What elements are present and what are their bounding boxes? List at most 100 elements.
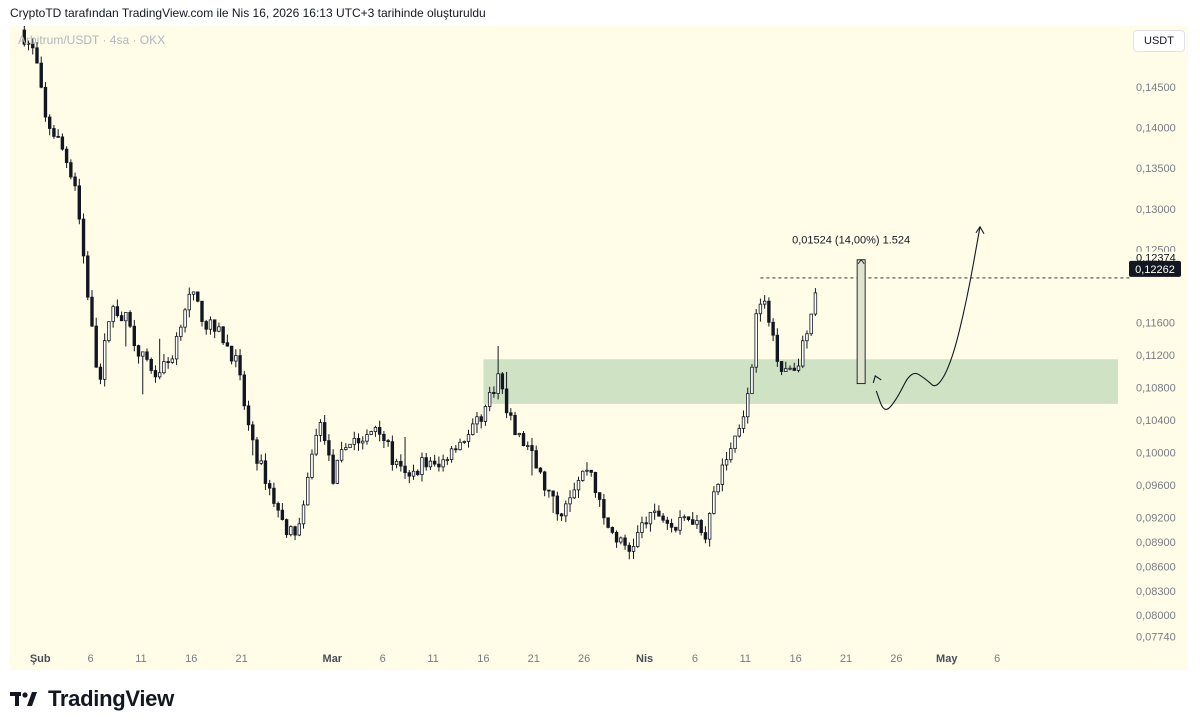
candle — [754, 309, 758, 373]
candle — [665, 516, 670, 530]
candle — [73, 172, 77, 191]
candle — [703, 526, 708, 544]
x-tick-label: 21 — [528, 653, 540, 665]
x-tick-label: 11 — [135, 653, 146, 665]
candle — [606, 517, 610, 529]
candle — [420, 452, 424, 482]
candle — [445, 456, 450, 465]
candle — [530, 437, 534, 476]
candle — [221, 326, 225, 345]
y-tick-label: 0,13500 — [1136, 163, 1176, 175]
candle — [43, 82, 48, 122]
candle — [377, 420, 382, 442]
candle — [386, 438, 390, 447]
candle — [251, 421, 255, 456]
candle — [373, 425, 378, 437]
candle — [145, 348, 149, 362]
last-price-marker: 0,12262 — [1129, 260, 1181, 277]
candle — [775, 328, 780, 367]
candle — [479, 414, 483, 429]
x-tick-label: 16 — [477, 653, 489, 665]
currency-button[interactable]: USDT — [1133, 30, 1185, 52]
candle — [81, 213, 86, 264]
brand-logo[interactable]: TradingView — [10, 686, 174, 712]
candle — [627, 542, 631, 560]
candle — [796, 358, 801, 373]
candle — [572, 482, 576, 500]
candle — [555, 491, 560, 521]
candle — [276, 501, 280, 518]
candle — [792, 362, 796, 372]
candle — [60, 133, 65, 151]
candle — [428, 456, 433, 470]
candle — [424, 453, 428, 471]
price-chart[interactable]: 0,01524 (14,00%) 1.524 0,150000,145000,1… — [10, 26, 1188, 670]
x-tick-label: 16 — [790, 653, 802, 665]
candle — [39, 56, 43, 89]
forecast-path-arrow[interactable] — [872, 225, 985, 410]
candle — [737, 424, 741, 438]
candle — [724, 451, 729, 471]
candle — [686, 516, 691, 522]
candle — [640, 516, 644, 539]
candle — [619, 536, 623, 545]
x-tick-label: 26 — [890, 653, 902, 665]
candle — [31, 38, 35, 55]
candle — [805, 330, 809, 349]
x-tick-label: Şub — [30, 653, 51, 665]
y-tick-label: 0,14000 — [1136, 123, 1176, 135]
candle — [746, 387, 750, 424]
candle — [102, 333, 107, 387]
candle — [462, 440, 466, 444]
candle — [259, 454, 263, 466]
y-tick-label: 0,09600 — [1136, 480, 1176, 492]
candle — [242, 370, 246, 410]
candle — [644, 516, 648, 529]
candle — [204, 319, 208, 335]
candle — [750, 364, 754, 395]
candle — [449, 445, 454, 463]
candle — [526, 441, 530, 451]
candle — [352, 431, 356, 451]
candle — [22, 26, 27, 47]
candle — [589, 469, 593, 477]
candle — [513, 411, 517, 436]
candle — [390, 435, 395, 471]
candle — [183, 307, 187, 333]
candle — [327, 434, 331, 461]
candle — [348, 443, 352, 449]
candle — [272, 482, 276, 507]
y-tick-label: 0,10000 — [1136, 448, 1176, 460]
candle — [669, 518, 674, 533]
candle — [720, 458, 725, 492]
x-tick-label: 6 — [692, 653, 698, 665]
candle — [636, 525, 640, 548]
candle — [208, 316, 213, 335]
brand-name: TradingView — [48, 686, 174, 711]
candle — [466, 429, 471, 448]
candle — [128, 310, 132, 329]
candle — [652, 503, 657, 520]
candle — [293, 525, 297, 541]
price-range-measure[interactable]: 0,01524 (14,00%) 1.524 — [792, 235, 910, 385]
candle — [153, 365, 158, 383]
candle — [559, 512, 564, 521]
candle — [217, 322, 221, 333]
y-tick-label: 0,13000 — [1136, 204, 1176, 216]
candle — [289, 525, 293, 537]
candle — [568, 490, 572, 512]
candle — [762, 295, 767, 309]
candle — [585, 462, 589, 476]
y-tick-label: 0,11200 — [1136, 350, 1175, 362]
candle — [729, 442, 733, 463]
candle — [471, 418, 475, 436]
y-tick-label: 0,11600 — [1136, 318, 1175, 330]
demand-zone[interactable] — [483, 359, 1118, 404]
x-tick-label: 16 — [185, 653, 197, 665]
candle — [267, 479, 272, 496]
candle — [162, 354, 166, 375]
symbol-label[interactable]: Arbitrum/USDT · 4sa · OKX — [18, 33, 166, 47]
candle — [322, 415, 327, 445]
candle — [678, 510, 682, 535]
y-tick-label: 0,08600 — [1136, 561, 1176, 573]
